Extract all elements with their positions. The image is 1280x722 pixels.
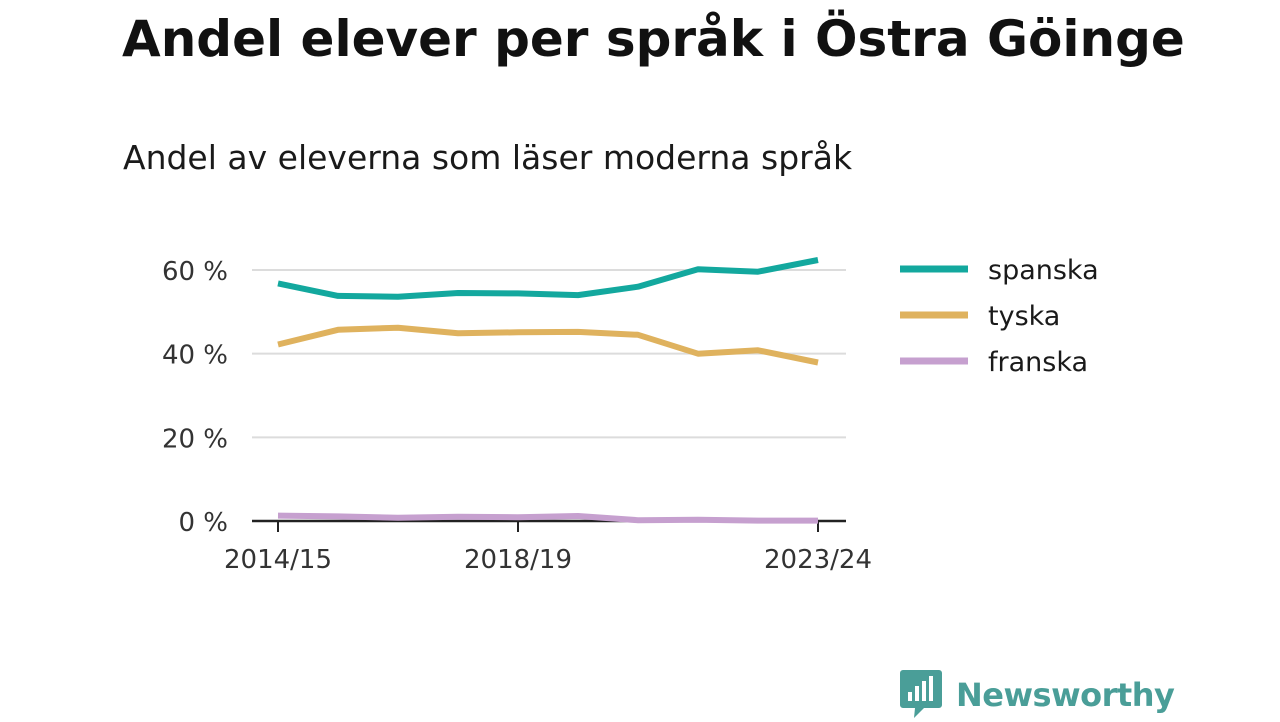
legend-label-franska: franska [988, 347, 1088, 378]
legend-label-tyska: tyska [988, 301, 1060, 332]
y-tick-label: 0 % [178, 508, 228, 538]
series-lines [277, 257, 819, 524]
chart-title: Andel elever per språk i Östra Göinge [122, 10, 1185, 68]
y-tick-label: 20 % [162, 424, 228, 454]
y-tick-label: 40 % [162, 341, 228, 371]
legend-label-spanska: spanska [988, 255, 1099, 286]
brand-name: Newsworthy [956, 676, 1175, 714]
legend: spanska tyska franska [900, 255, 1099, 378]
x-axis: 2014/15 2018/19 2023/24 [224, 519, 872, 575]
series-line-tyska [277, 324, 819, 366]
y-tick-label: 60 % [162, 257, 228, 287]
y-axis-ticks: 0 % 20 % 40 % 60 % [162, 257, 228, 538]
brand-logo: Newsworthy [900, 668, 1175, 722]
series-line-franska [277, 512, 818, 524]
x-tick-label: 2014/15 [224, 545, 332, 575]
series-line-spanska [277, 257, 819, 300]
x-tick-label: 2018/19 [464, 545, 572, 575]
chart-subtitle: Andel av eleverna som läser moderna språ… [123, 138, 853, 177]
newsworthy-logo-icon [900, 668, 942, 722]
x-tick-label: 2023/24 [764, 545, 872, 575]
